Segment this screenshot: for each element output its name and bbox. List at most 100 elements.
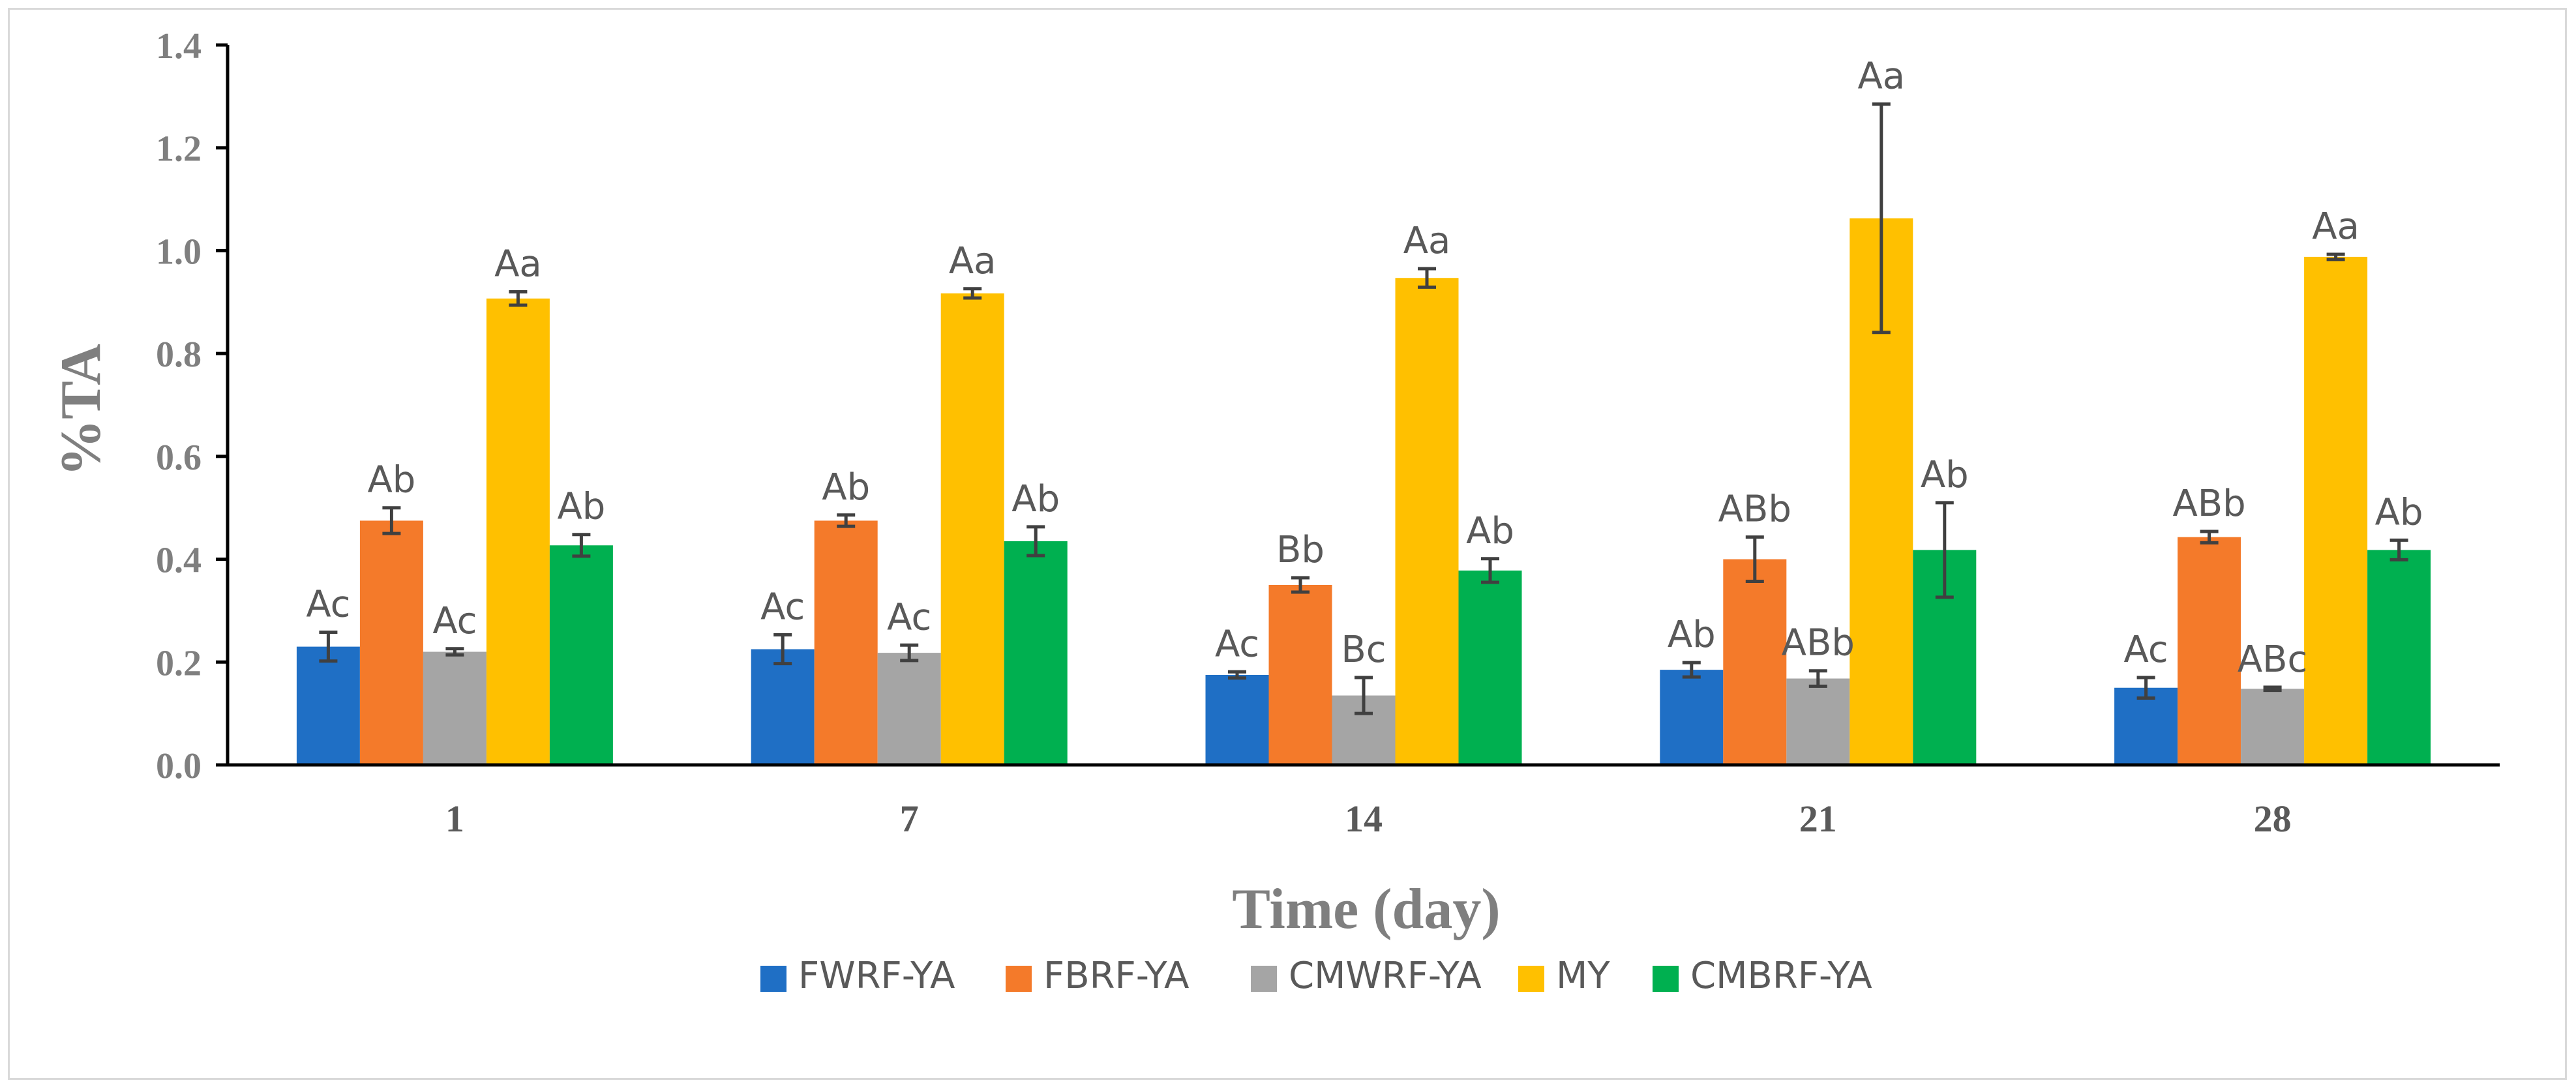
bar-cmbrf-ya-day-7	[1004, 541, 1068, 765]
bar-my-day-7	[940, 293, 1004, 765]
data-label: Ac	[2124, 629, 2168, 671]
bar-fbrf-ya-day-1	[359, 520, 423, 765]
y-tick-label: 1.2	[156, 129, 202, 170]
bar-cmbrf-ya-day-14	[1458, 570, 1522, 765]
error-bar	[1228, 670, 1246, 680]
y-tick-label: 0.6	[156, 438, 202, 478]
error-bar	[1418, 267, 1436, 289]
x-tick-label: 21	[1799, 798, 1837, 840]
legend-label: FWRF-YA	[798, 955, 955, 997]
data-label: Bc	[1341, 629, 1386, 671]
y-axis-ticks: 0.0 0.2 0.4 0.6 0.8 1.0 1.2 1.4	[156, 26, 228, 786]
bar-cmbrf-ya-day-1	[549, 545, 613, 765]
data-label: Ab	[1921, 454, 1969, 496]
bar-cmwrf-ya-day-1	[423, 651, 487, 765]
data-label: Ab	[557, 486, 605, 528]
error-bar	[319, 631, 338, 663]
data-label: Aa	[949, 240, 996, 282]
legend-swatch	[1653, 966, 1679, 992]
bar-fbrf-ya-day-7	[814, 520, 878, 765]
legend-swatch	[1518, 966, 1544, 992]
bar-cmwrf-ya-day-7	[877, 653, 941, 765]
error-bar	[1026, 525, 1045, 558]
legend-item-fbrf-ya: FBRF-YA	[1006, 955, 1189, 997]
error-bar	[2326, 252, 2345, 261]
x-tick-label: 1	[445, 798, 464, 840]
y-tick-label: 0.0	[156, 746, 202, 786]
legend-label: CMWRF-YA	[1289, 955, 1482, 997]
legend-label: MY	[1556, 955, 1610, 997]
bar-my-day-14	[1395, 278, 1459, 765]
bar-fwrf-ya-day-28	[2114, 687, 2178, 765]
data-label: Aa	[1857, 55, 1905, 98]
bar-fwrf-ya-day-7	[751, 649, 815, 765]
data-label: Ab	[1668, 614, 1716, 656]
data-label: Ab	[2375, 491, 2423, 533]
y-tick-label: 1.4	[156, 26, 202, 67]
error-bar	[1872, 102, 1891, 335]
error-bar	[2389, 538, 2408, 561]
bar-chart: 0.00.20.40.60.81.01.21.4 AcAbAcAaAbAcAbA…	[50, 26, 2500, 997]
legend-label: CMBRF-YA	[1690, 955, 1872, 997]
bar-my-day-1	[486, 298, 550, 765]
bar-fwrf-ya-day-21	[1660, 670, 1724, 765]
x-tick-label: 14	[1345, 798, 1383, 840]
data-label: Aa	[494, 243, 542, 286]
data-label: Aa	[2312, 205, 2359, 248]
data-label: ABc	[2238, 638, 2308, 681]
error-bar	[963, 287, 982, 300]
bars-layer	[296, 218, 2431, 766]
legend-swatch	[1006, 966, 1032, 992]
axes-layer	[226, 45, 2500, 767]
error-bar	[2263, 685, 2282, 693]
bar-my-day-28	[2304, 256, 2368, 765]
data-label: Aa	[1403, 220, 1451, 262]
error-bar	[445, 647, 464, 657]
x-axis-ticks: 1 7 14 21 28	[445, 798, 2292, 840]
error-bar	[837, 513, 856, 528]
x-tick-label: 7	[900, 798, 919, 840]
data-label: Ab	[1011, 478, 1060, 520]
legend-label: FBRF-YA	[1043, 955, 1189, 997]
data-label: Ac	[432, 600, 477, 642]
error-bar	[382, 506, 401, 535]
error-bar	[1935, 501, 1954, 599]
data-label: Ac	[306, 584, 350, 626]
data-label: Ab	[1466, 510, 1514, 552]
bar-fbrf-ya-day-28	[2178, 537, 2241, 765]
data-label: Ab	[822, 466, 870, 509]
data-label: Ac	[760, 586, 805, 628]
error-bar	[1745, 535, 1764, 583]
error-bar	[1355, 676, 1373, 715]
error-bar	[2136, 676, 2155, 700]
chart-frame: 0.0 0.2 0.4 0.6 0.8 1.0 1.2 1.4 Ac Ab Ac Aa Ab Ac Ab A…	[8, 8, 2567, 1080]
error-bar	[509, 290, 528, 307]
error-bar	[2200, 530, 2219, 544]
data-label: ABb	[1718, 488, 1791, 531]
bar-cmbrf-ya-day-28	[2367, 550, 2431, 765]
error-bar	[1291, 576, 1310, 594]
error-bar	[1682, 661, 1701, 679]
error-bar	[572, 533, 591, 558]
legend-item-fwrf-ya: FWRF-YA	[760, 955, 955, 997]
legend-item-cmbrf-ya: CMBRF-YA	[1653, 955, 1872, 997]
y-axis-title: %TA	[50, 344, 113, 477]
legend: FWRF-YA FBRF-YA CMWRF-YA MY CMBRF-YA	[760, 955, 1872, 997]
error-bars-layer	[319, 102, 2408, 715]
x-tick-label: 28	[2254, 798, 2292, 840]
bar-fbrf-ya-day-14	[1268, 585, 1332, 765]
error-bar	[773, 633, 792, 666]
legend-swatch	[760, 966, 786, 992]
data-label: Bb	[1276, 529, 1325, 571]
data-label: ABb	[1782, 622, 1855, 664]
error-bar	[1481, 557, 1499, 584]
data-label: Ac	[887, 596, 931, 638]
y-tick-label: 0.2	[156, 643, 202, 683]
error-bar	[1808, 669, 1827, 688]
bar-fwrf-ya-day-14	[1205, 675, 1269, 765]
legend-swatch	[1251, 966, 1277, 992]
y-tick-label: 0.4	[156, 541, 202, 581]
bar-cmwrf-ya-day-21	[1786, 678, 1850, 765]
bar-cmwrf-ya-day-28	[2241, 689, 2305, 765]
error-bar	[900, 643, 919, 663]
